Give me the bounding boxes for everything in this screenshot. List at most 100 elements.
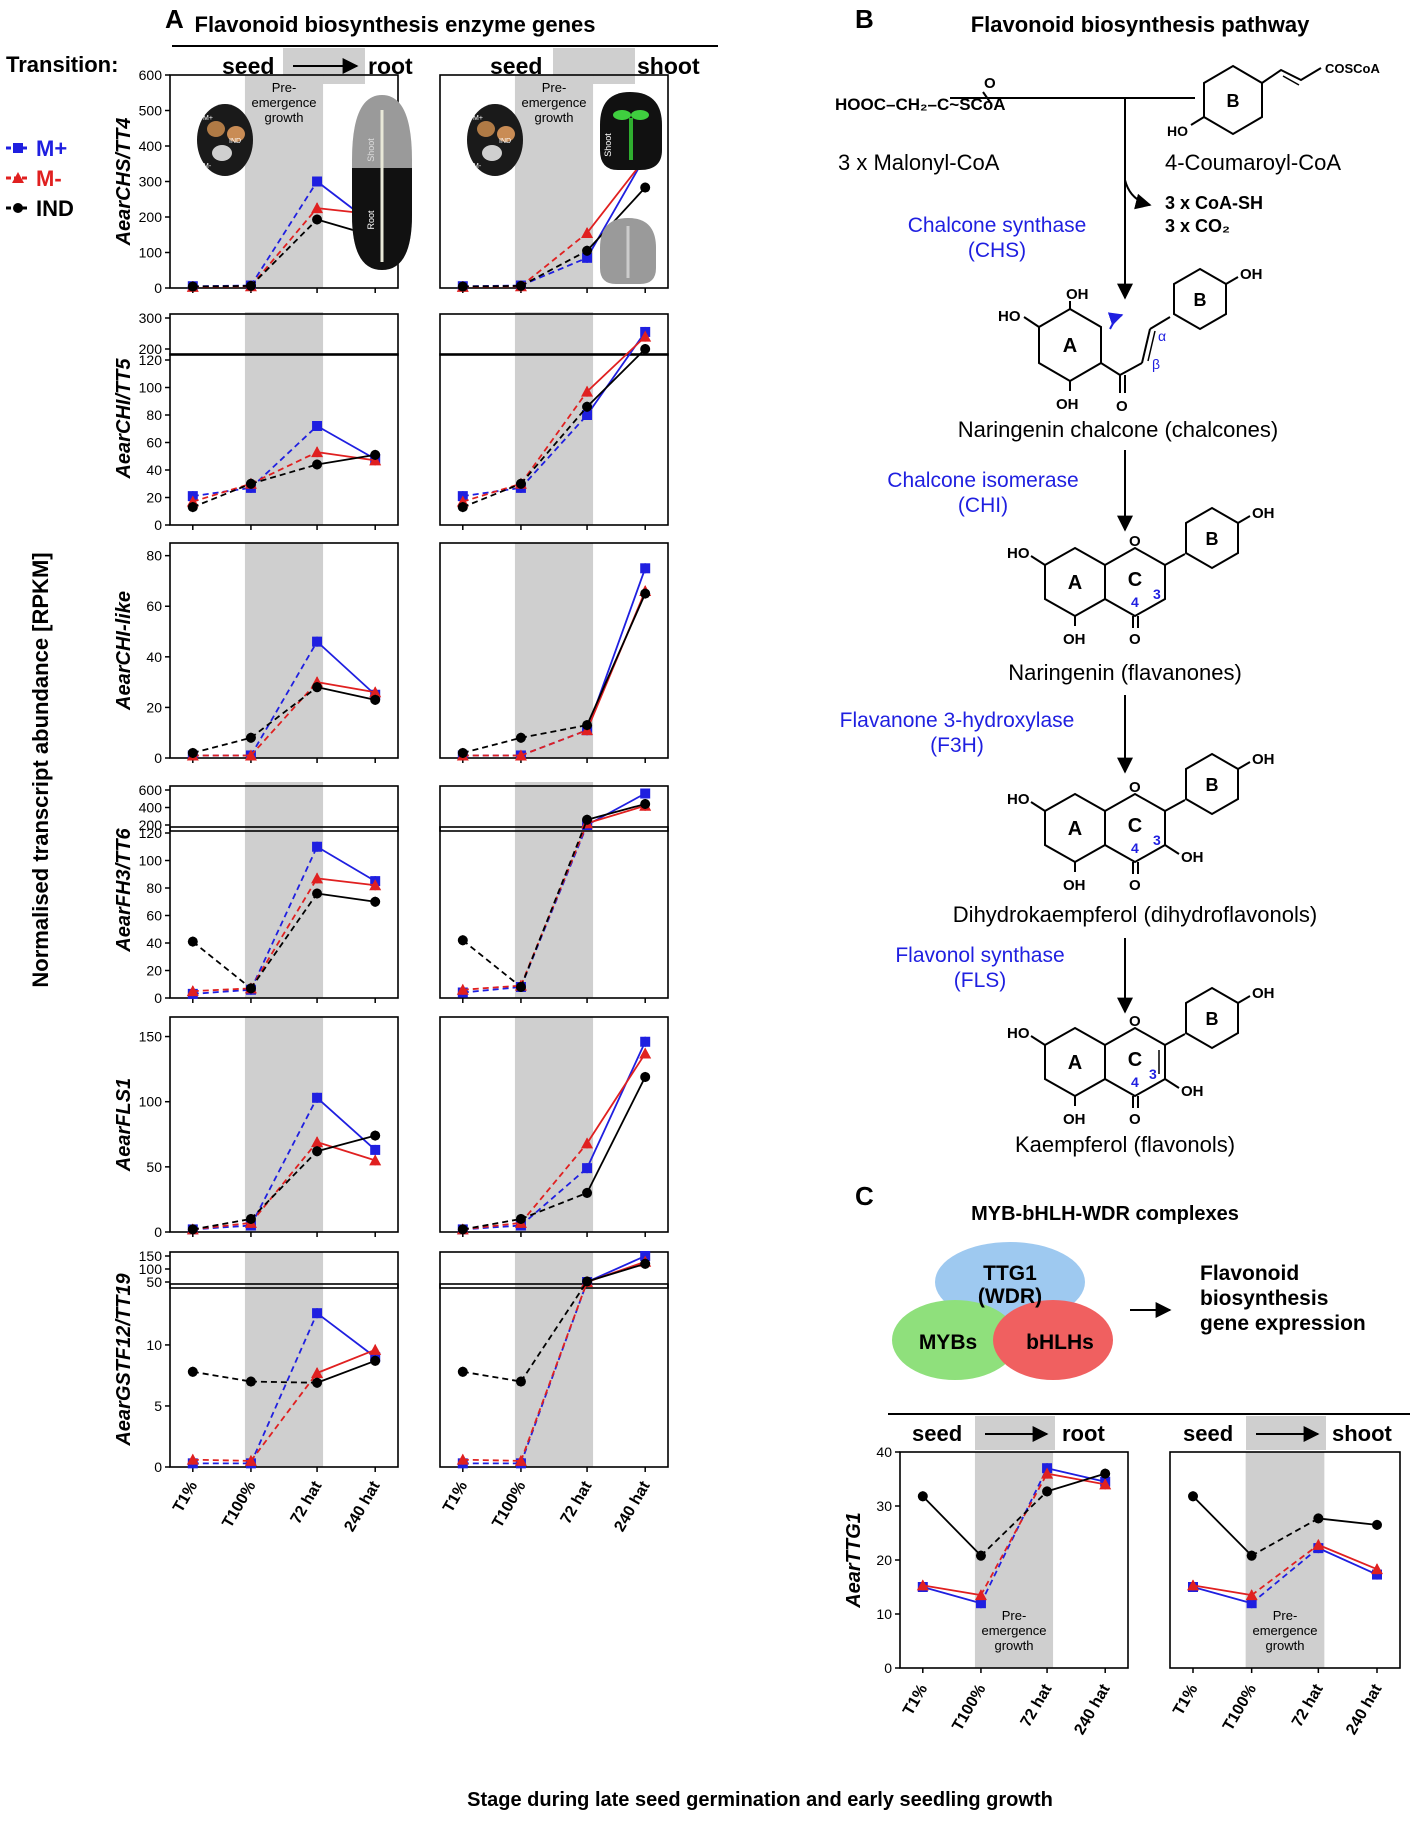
naringenin-structure: A C 4 3 O HO OH O B OH (1007, 505, 1275, 648)
nar-ring-o: O (1129, 533, 1141, 550)
gene-label-row-2: AearCHI-like (113, 591, 135, 711)
series-ind-segment (462, 1218, 522, 1231)
chart-aearchi-like-seed-root: 0 20 40 60 80 (146, 542, 399, 766)
series-mplus-segment (192, 988, 252, 995)
series-mplus-segment (520, 1167, 588, 1227)
series-mplus-segment (316, 1312, 376, 1358)
dhk-ring-a: A (1068, 818, 1082, 840)
point-ind-1 (245, 478, 256, 489)
chart-aearchs-tt4-seed-root: 0 100 200 300 400 500 600 (139, 67, 399, 296)
series-ind-segment (520, 1192, 588, 1220)
pre-emergence-label-shoot-2: growth (534, 110, 573, 125)
dhk-oh-b: OH (1252, 751, 1275, 768)
series-ind-segment (316, 453, 376, 466)
series-mminus-segment (1318, 1544, 1378, 1571)
point-ind-2 (312, 459, 323, 470)
y-tick-label-upper: 200 (139, 817, 163, 833)
point-mminus-2 (581, 385, 594, 397)
series-mplus-segment (462, 986, 522, 994)
pre-emergence-shade (514, 75, 594, 288)
pre-emergence-shade (244, 782, 324, 998)
legend-marker-2 (13, 203, 23, 213)
nar-ring-c: C (1128, 569, 1142, 591)
point-ind-1 (245, 280, 256, 291)
chalcone-oh-bottom: OH (1056, 396, 1079, 413)
point-ind-2 (312, 1146, 323, 1157)
series-mminus-segment (250, 877, 318, 989)
dhk-carbonyl-o: O (1129, 877, 1141, 894)
series-mminus-segment (1046, 1472, 1106, 1486)
c-pre-emergence-label-1-0: Pre- (1273, 1608, 1298, 1623)
kmp-num-4: 4 (1131, 1074, 1139, 1090)
c-header-seed-root: seed (912, 1421, 962, 1446)
legend-label-1: M- (36, 166, 62, 191)
pre-emergence-shade (1245, 1452, 1325, 1668)
c-1-stage-label-0: T1% (1170, 1682, 1201, 1719)
series-mplus-segment (250, 1312, 318, 1464)
panel-a-letter: A (165, 4, 184, 34)
nar-oh-b: OH (1252, 505, 1275, 522)
y-tick-label: 50 (146, 1159, 162, 1175)
series-mminus-segment (1192, 1584, 1252, 1596)
c-pre-emergence-label-1-2: growth (1265, 1638, 1304, 1653)
dhk-num-3: 3 (1153, 832, 1161, 848)
series-ind-segment (922, 1495, 982, 1557)
y-tick-label: 20 (146, 963, 162, 979)
series-ind-segment (462, 284, 521, 288)
c-1-stage-label-1: T100% (1220, 1682, 1260, 1734)
point-ind-2 (582, 1276, 593, 1287)
y-tick-label: 60 (146, 908, 162, 924)
a-root-stage-label-1: T100% (219, 1479, 259, 1531)
legend-marker-0 (13, 143, 23, 153)
point-ind-3 (640, 182, 651, 193)
enzyme-f3h-name: Flavanone 3-hydroxylase (840, 709, 1075, 732)
y-tick-label: 500 (139, 103, 163, 119)
point-ind-0 (917, 1491, 928, 1502)
myb-ellipse (892, 1300, 1018, 1380)
kmp-oh-5: OH (1063, 1111, 1086, 1128)
frame-lower (169, 826, 399, 999)
y-tick-label: 80 (146, 548, 162, 564)
point-ind-2 (582, 1187, 593, 1198)
pathway-title: Flavonoid biosynthesis pathway (971, 12, 1310, 37)
series-mminus-segment (586, 335, 646, 393)
coumaroyl-coscoa: COSCoA (1325, 61, 1381, 76)
point-mminus-2 (1041, 1467, 1054, 1479)
point-ind-2 (582, 245, 593, 256)
seed-inset-shoot-ind: IND (499, 138, 511, 145)
seed-inset-shoot-mplus: M+ (473, 115, 483, 122)
a-root-stage-label-3: 240 hat (341, 1478, 384, 1535)
series-ind-segment (520, 724, 588, 739)
y-tick-label: 120 (139, 825, 163, 841)
point-ind-3 (370, 449, 381, 460)
frame (439, 74, 669, 289)
series-mminus-segment (1251, 1544, 1319, 1596)
series-ind-segment (316, 686, 376, 701)
enzyme-chi-abbr: (CHI) (958, 494, 1008, 517)
gene-label-row-1: AearCHI/TT5 (113, 358, 135, 480)
point-mminus-2 (581, 226, 594, 238)
series-ind-segment (586, 186, 646, 252)
series-ind-segment (192, 284, 251, 288)
frame (439, 1016, 669, 1233)
series-mplus-segment (316, 1097, 376, 1151)
y-tick-label: 40 (876, 1444, 892, 1460)
point-mplus-2 (312, 421, 323, 431)
byproduct-co2: 3 x CO₂ (1165, 216, 1230, 236)
y-tick-label: 30 (876, 1498, 892, 1514)
point-ind-2 (1042, 1486, 1053, 1497)
point-mminus-1 (514, 1454, 527, 1466)
point-ind-0 (457, 1224, 468, 1235)
point-ind-3 (370, 1130, 381, 1141)
point-mminus-3 (639, 1047, 652, 1059)
series-ind-segment (1251, 1517, 1319, 1557)
nar-num-4: 4 (1131, 594, 1139, 610)
frame-lower (439, 826, 669, 999)
y-tick-label: 5 (154, 1398, 162, 1414)
point-mplus-3 (1372, 1569, 1382, 1580)
frame (439, 542, 669, 759)
bhlh-ellipse (993, 1300, 1113, 1380)
series-mplus-segment (462, 1224, 522, 1231)
series-ind-segment (520, 249, 588, 287)
